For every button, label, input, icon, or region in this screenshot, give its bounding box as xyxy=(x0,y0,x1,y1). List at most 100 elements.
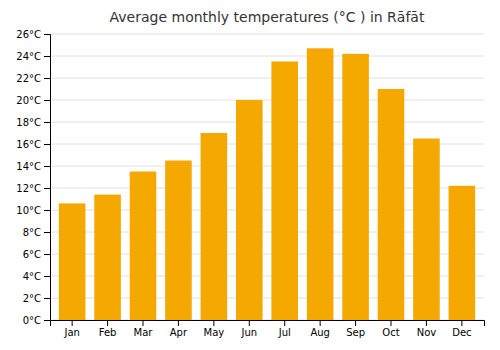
x-tick: Sep xyxy=(346,320,365,338)
x-tick: Apr xyxy=(170,320,188,338)
bar xyxy=(449,186,476,320)
y-tick-mark xyxy=(44,100,50,101)
x-tick-label: Apr xyxy=(170,327,188,338)
x-tick: Dec xyxy=(452,320,471,338)
bar xyxy=(165,161,192,321)
bar xyxy=(378,89,405,320)
y-tick-label: 18°C xyxy=(16,117,41,128)
x-tick: Jan xyxy=(63,320,79,338)
chart-svg: Jan Feb Mar Apr May Jun Jul Aug Sep Oct Nov Dec 0°C 2… xyxy=(0,0,500,350)
y-axis-line xyxy=(44,35,51,321)
y-tick-label: 10°C xyxy=(16,205,41,216)
y-tick-mark xyxy=(44,254,50,255)
plot-area xyxy=(59,48,475,320)
x-tick-label: Aug xyxy=(310,327,330,338)
x-tick-label: Oct xyxy=(382,327,399,338)
x-tick-label: Sep xyxy=(346,327,365,338)
y-tick-mark xyxy=(44,210,50,211)
bar xyxy=(59,203,86,320)
grid-line xyxy=(50,78,484,79)
x-tick-label: Jun xyxy=(240,327,257,338)
y-tick: 8°C xyxy=(23,227,50,238)
y-tick-mark xyxy=(44,34,50,35)
y-tick: 0°C xyxy=(23,315,50,326)
y-tick-label: 24°C xyxy=(16,51,41,62)
y-tick: 24°C xyxy=(16,51,50,62)
y-tick-label: 4°C xyxy=(23,271,41,282)
x-tick-mark xyxy=(249,320,250,326)
y-tick: 4°C xyxy=(23,271,50,282)
bar xyxy=(307,48,334,320)
y-tick-label: 2°C xyxy=(23,293,41,304)
bar xyxy=(271,62,298,321)
x-tick-label: Dec xyxy=(452,327,471,338)
y-tick: 10°C xyxy=(16,205,50,216)
x-tick-mark xyxy=(355,320,356,326)
x-tick-mark xyxy=(284,320,285,326)
x-tick-mark xyxy=(178,320,179,326)
x-tick-label: Jan xyxy=(63,327,79,338)
x-tick: Oct xyxy=(382,320,399,338)
grid xyxy=(50,34,484,320)
x-tick-label: Jul xyxy=(278,327,291,338)
bar xyxy=(413,139,440,321)
bar xyxy=(94,195,121,320)
y-tick: 22°C xyxy=(16,73,50,84)
x-tick-mark xyxy=(461,320,462,326)
x-tick-mark xyxy=(213,320,214,326)
x-tick-label: Nov xyxy=(417,327,437,338)
x-tick-label: Feb xyxy=(99,327,117,338)
x-tick-mark xyxy=(143,320,144,326)
chart-container: Jan Feb Mar Apr May Jun Jul Aug Sep Oct Nov Dec 0°C 2… xyxy=(0,0,500,350)
x-axis-line xyxy=(51,321,485,327)
y-tick-label: 22°C xyxy=(16,73,41,84)
y-tick-mark xyxy=(44,56,50,57)
y-tick-mark xyxy=(44,166,50,167)
title: Average monthly temperatures (°C ) in Rā… xyxy=(110,9,425,25)
y-tick: 14°C xyxy=(16,161,50,172)
y-tick: 2°C xyxy=(23,293,50,304)
x-tick: May xyxy=(204,320,225,338)
grid-line xyxy=(50,56,484,57)
y-tick: 26°C xyxy=(16,29,50,40)
x-tick-mark xyxy=(426,320,427,326)
y-tick-label: 14°C xyxy=(16,161,41,172)
bar xyxy=(201,133,228,320)
x-tick: Jun xyxy=(240,320,257,338)
bar xyxy=(342,54,369,320)
x-tick-mark xyxy=(72,320,73,326)
x-tick: Aug xyxy=(310,320,330,338)
y-tick-label: 12°C xyxy=(16,183,41,194)
grid-line xyxy=(50,100,484,101)
y-tick: 16°C xyxy=(16,139,50,150)
y-tick-mark xyxy=(44,276,50,277)
y-axis: 0°C 2°C 4°C 6°C 8°C 10°C 12°C 14°C 16°C 18°C 20°C 2… xyxy=(16,29,50,326)
y-tick-label: 20°C xyxy=(16,95,41,106)
grid-line xyxy=(50,34,484,35)
x-tick: Feb xyxy=(99,320,117,338)
y-tick: 20°C xyxy=(16,95,50,106)
y-tick: 18°C xyxy=(16,117,50,128)
y-tick-mark xyxy=(44,122,50,123)
y-tick-label: 0°C xyxy=(23,315,41,326)
x-tick-mark xyxy=(107,320,108,326)
x-tick-mark xyxy=(320,320,321,326)
y-tick: 12°C xyxy=(16,183,50,194)
x-tick-label: Mar xyxy=(134,327,154,338)
y-tick-mark xyxy=(44,232,50,233)
y-tick-mark xyxy=(44,78,50,79)
y-tick-mark xyxy=(44,188,50,189)
x-tick: Jul xyxy=(278,320,291,338)
y-tick-label: 26°C xyxy=(16,29,41,40)
x-tick-mark xyxy=(391,320,392,326)
grid-line xyxy=(50,122,484,123)
x-tick: Mar xyxy=(134,320,154,338)
x-tick-label: May xyxy=(204,327,225,338)
y-tick-mark xyxy=(44,298,50,299)
y-tick-label: 16°C xyxy=(16,139,41,150)
bar xyxy=(130,172,157,321)
y-tick-label: 6°C xyxy=(23,249,41,260)
y-tick: 6°C xyxy=(23,249,50,260)
y-tick-label: 8°C xyxy=(23,227,41,238)
x-tick: Nov xyxy=(417,320,437,338)
